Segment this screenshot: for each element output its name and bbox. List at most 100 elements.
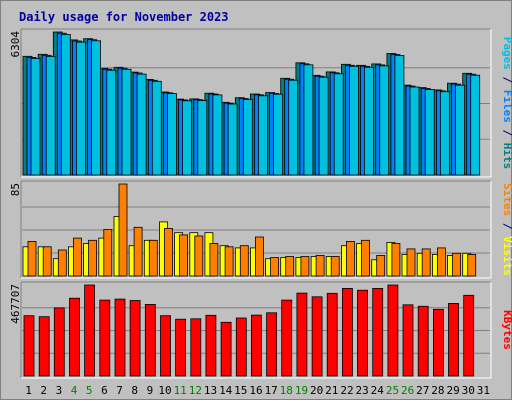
x-tick-label-day-7: 7 (116, 384, 123, 397)
bar-pages-day-27 (424, 89, 435, 176)
bar-kbytes-day-5 (84, 284, 95, 377)
legend-entry: / (501, 70, 512, 90)
x-tick-label-day-22: 22 (340, 384, 353, 397)
legend-visits: Sites / Visits (501, 183, 512, 276)
x-tick-label-day-10: 10 (158, 384, 171, 397)
legend-kbytes: KBytes (501, 310, 512, 350)
bar-kbytes-day-27 (417, 305, 429, 377)
bar-pages-day-30 (470, 74, 481, 176)
bar-sites-day-30 (467, 253, 477, 277)
legend-entry: Files (501, 90, 512, 123)
bar-sites-day-3 (57, 249, 67, 277)
bar-kbytes-day-16 (250, 314, 262, 377)
panel-hits: 6304 Pages / Files / Hits (9, 28, 512, 178)
x-tick-label-day-23: 23 (355, 384, 368, 397)
bar-pages-day-24 (379, 65, 390, 176)
x-tick-label-day-26: 26 (401, 384, 414, 397)
bar-kbytes-day-29 (448, 302, 459, 377)
bar-sites-day-13 (209, 243, 219, 277)
bar-kbytes-day-20 (311, 296, 323, 377)
bar-sites-day-24 (376, 254, 386, 277)
bar-pages-day-8 (136, 73, 147, 176)
x-tick-label-day-25: 25 (386, 384, 399, 397)
bar-kbytes-day-14 (220, 321, 232, 377)
bar-sites-day-9 (148, 239, 158, 277)
bar-sites-day-16 (254, 236, 264, 277)
bar-pages-day-16 (257, 95, 268, 176)
bar-pages-day-13 (212, 94, 223, 176)
legend-entry: Sites (501, 183, 512, 216)
bar-kbytes-day-13 (205, 314, 217, 377)
bar-sites-day-23 (361, 239, 370, 277)
bar-kbytes-day-17 (266, 312, 278, 377)
bar-pages-day-12 (197, 100, 208, 176)
x-tick-label-day-29: 29 (446, 384, 459, 397)
x-tick-label-day-21: 21 (325, 384, 338, 397)
bar-sites-day-26 (406, 248, 416, 277)
x-tick-label-day-19: 19 (295, 384, 308, 397)
bar-kbytes-day-6 (99, 299, 111, 377)
legend-entry: / (501, 123, 512, 143)
panel-kbytes: 467707 KBytes (9, 281, 512, 379)
bar-sites-day-17 (270, 257, 280, 277)
bar-kbytes-day-4 (69, 297, 80, 377)
legend-entry: Pages (501, 37, 512, 70)
bar-sites-day-5 (88, 239, 97, 277)
bar-sites-day-4 (73, 237, 82, 277)
x-tick-label-day-4: 4 (71, 384, 78, 397)
bar-sites-day-15 (239, 245, 249, 277)
bar-pages-day-9 (151, 80, 162, 176)
bar-pages-day-26 (409, 86, 420, 176)
bar-pages-day-6 (106, 69, 117, 176)
bar-pages-day-19 (303, 64, 314, 176)
bar-kbytes-day-9 (144, 303, 156, 377)
x-tick-label-day-15: 15 (234, 384, 247, 397)
bar-sites-day-28 (436, 247, 446, 277)
bar-kbytes-day-24 (372, 287, 384, 377)
chart-panels: 6304 Pages / Files / Hits 85 Sites / Visits… (9, 28, 512, 379)
bar-sites-day-27 (421, 248, 431, 277)
bar-sites-day-18 (285, 256, 295, 277)
x-tick-label-day-11: 11 (174, 384, 187, 397)
bar-kbytes-day-8 (129, 300, 141, 377)
bar-sites-day-2 (42, 246, 52, 277)
x-tick-label-day-28: 28 (431, 384, 444, 397)
bar-kbytes-day-12 (190, 318, 202, 377)
bar-pages-day-20 (318, 76, 329, 176)
x-tick-label-day-17: 17 (265, 384, 278, 397)
bar-pages-day-7 (121, 68, 132, 176)
bar-pages-day-11 (182, 100, 193, 176)
x-tick-label-day-3: 3 (56, 384, 63, 397)
bar-pages-day-21 (333, 73, 344, 176)
x-tick-label-day-13: 13 (204, 384, 217, 397)
bar-kbytes-day-2 (38, 316, 50, 377)
y-max-label: 467707 (9, 284, 22, 324)
legend-entry: KBytes (501, 310, 512, 350)
bar-kbytes-day-18 (281, 299, 293, 377)
bar-pages-day-29 (455, 84, 465, 176)
bar-kbytes-day-11 (175, 318, 187, 377)
legend-entry: / (501, 216, 512, 236)
bar-sites-day-20 (315, 254, 325, 277)
bar-sites-day-19 (300, 256, 310, 277)
bar-pages-day-5 (91, 40, 101, 176)
bar-kbytes-day-7 (114, 298, 126, 377)
x-tick-label-day-1: 1 (25, 384, 32, 397)
bar-kbytes-day-28 (432, 308, 444, 377)
bar-pages-day-22 (348, 65, 359, 176)
x-tick-label-day-12: 12 (189, 384, 202, 397)
bar-kbytes-day-21 (326, 292, 338, 377)
chart-title: Daily usage for November 2023 (19, 10, 229, 24)
bar-sites-day-14 (224, 246, 234, 277)
bars-visits (22, 183, 477, 277)
bar-pages-day-14 (227, 103, 238, 176)
legend-hits: Pages / Files / Hits (501, 37, 512, 170)
bar-sites-day-29 (452, 252, 461, 277)
bar-pages-day-17 (273, 93, 284, 176)
x-tick-label-day-5: 5 (86, 384, 93, 397)
x-tick-label-day-31: 31 (477, 384, 490, 397)
y-max-label: 85 (9, 183, 22, 196)
bar-sites-day-11 (179, 234, 189, 277)
bar-sites-day-25 (391, 243, 401, 277)
